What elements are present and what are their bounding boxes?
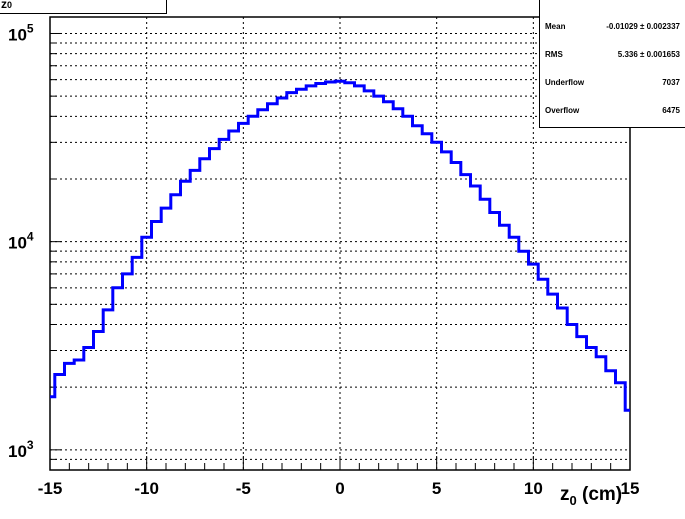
x-tick-label: -15: [38, 479, 63, 498]
x-tick-label: 5: [432, 479, 441, 498]
x-tick-label: -5: [236, 479, 251, 498]
y-tick-label: 103: [8, 438, 34, 461]
stats-row-underflow: Underflow 7037: [545, 78, 680, 90]
x-tick-labels: -15 -10 -5 0 5 10 15: [38, 479, 640, 498]
histogram-series-line: [50, 79, 630, 412]
stats-row-rms: RMS 5.336 ± 0.001653: [545, 50, 680, 62]
x-tick-label: -10: [134, 479, 159, 498]
stats-mean-label: Mean: [545, 22, 566, 31]
stats-overflow-value: 6475: [662, 106, 680, 115]
stats-rms-value: 5.336 ± 0.001653: [617, 50, 680, 59]
title-sub: 0: [7, 0, 13, 10]
stats-underflow-label: Underflow: [545, 78, 585, 87]
y-tick-label: 105: [8, 21, 34, 44]
x-tick-label: 0: [335, 479, 344, 498]
y-tick-label: 104: [8, 230, 34, 253]
stats-mean-value: -0.01029 ± 0.002337: [606, 22, 680, 31]
stats-box: Mean -0.01029 ± 0.002337 RMS 5.336 ± 0.0…: [539, 0, 685, 128]
title-box: z0: [0, 0, 167, 14]
stats-overflow-label: Overflow: [545, 106, 580, 115]
stats-rms-label: RMS: [545, 50, 563, 59]
stats-row-mean: Mean -0.01029 ± 0.002337: [545, 22, 680, 34]
x-tick-label: 15: [621, 479, 640, 498]
x-tick-label: 10: [524, 479, 543, 498]
title-main: z: [1, 0, 7, 11]
stats-row-overflow: Overflow 6475: [545, 106, 680, 118]
axis-ticks: [49, 32, 631, 471]
x-axis-title: z0 (cm): [560, 484, 622, 508]
y-tick-labels: 103 104 105: [8, 21, 34, 460]
stats-underflow-value: 7037: [662, 78, 680, 87]
